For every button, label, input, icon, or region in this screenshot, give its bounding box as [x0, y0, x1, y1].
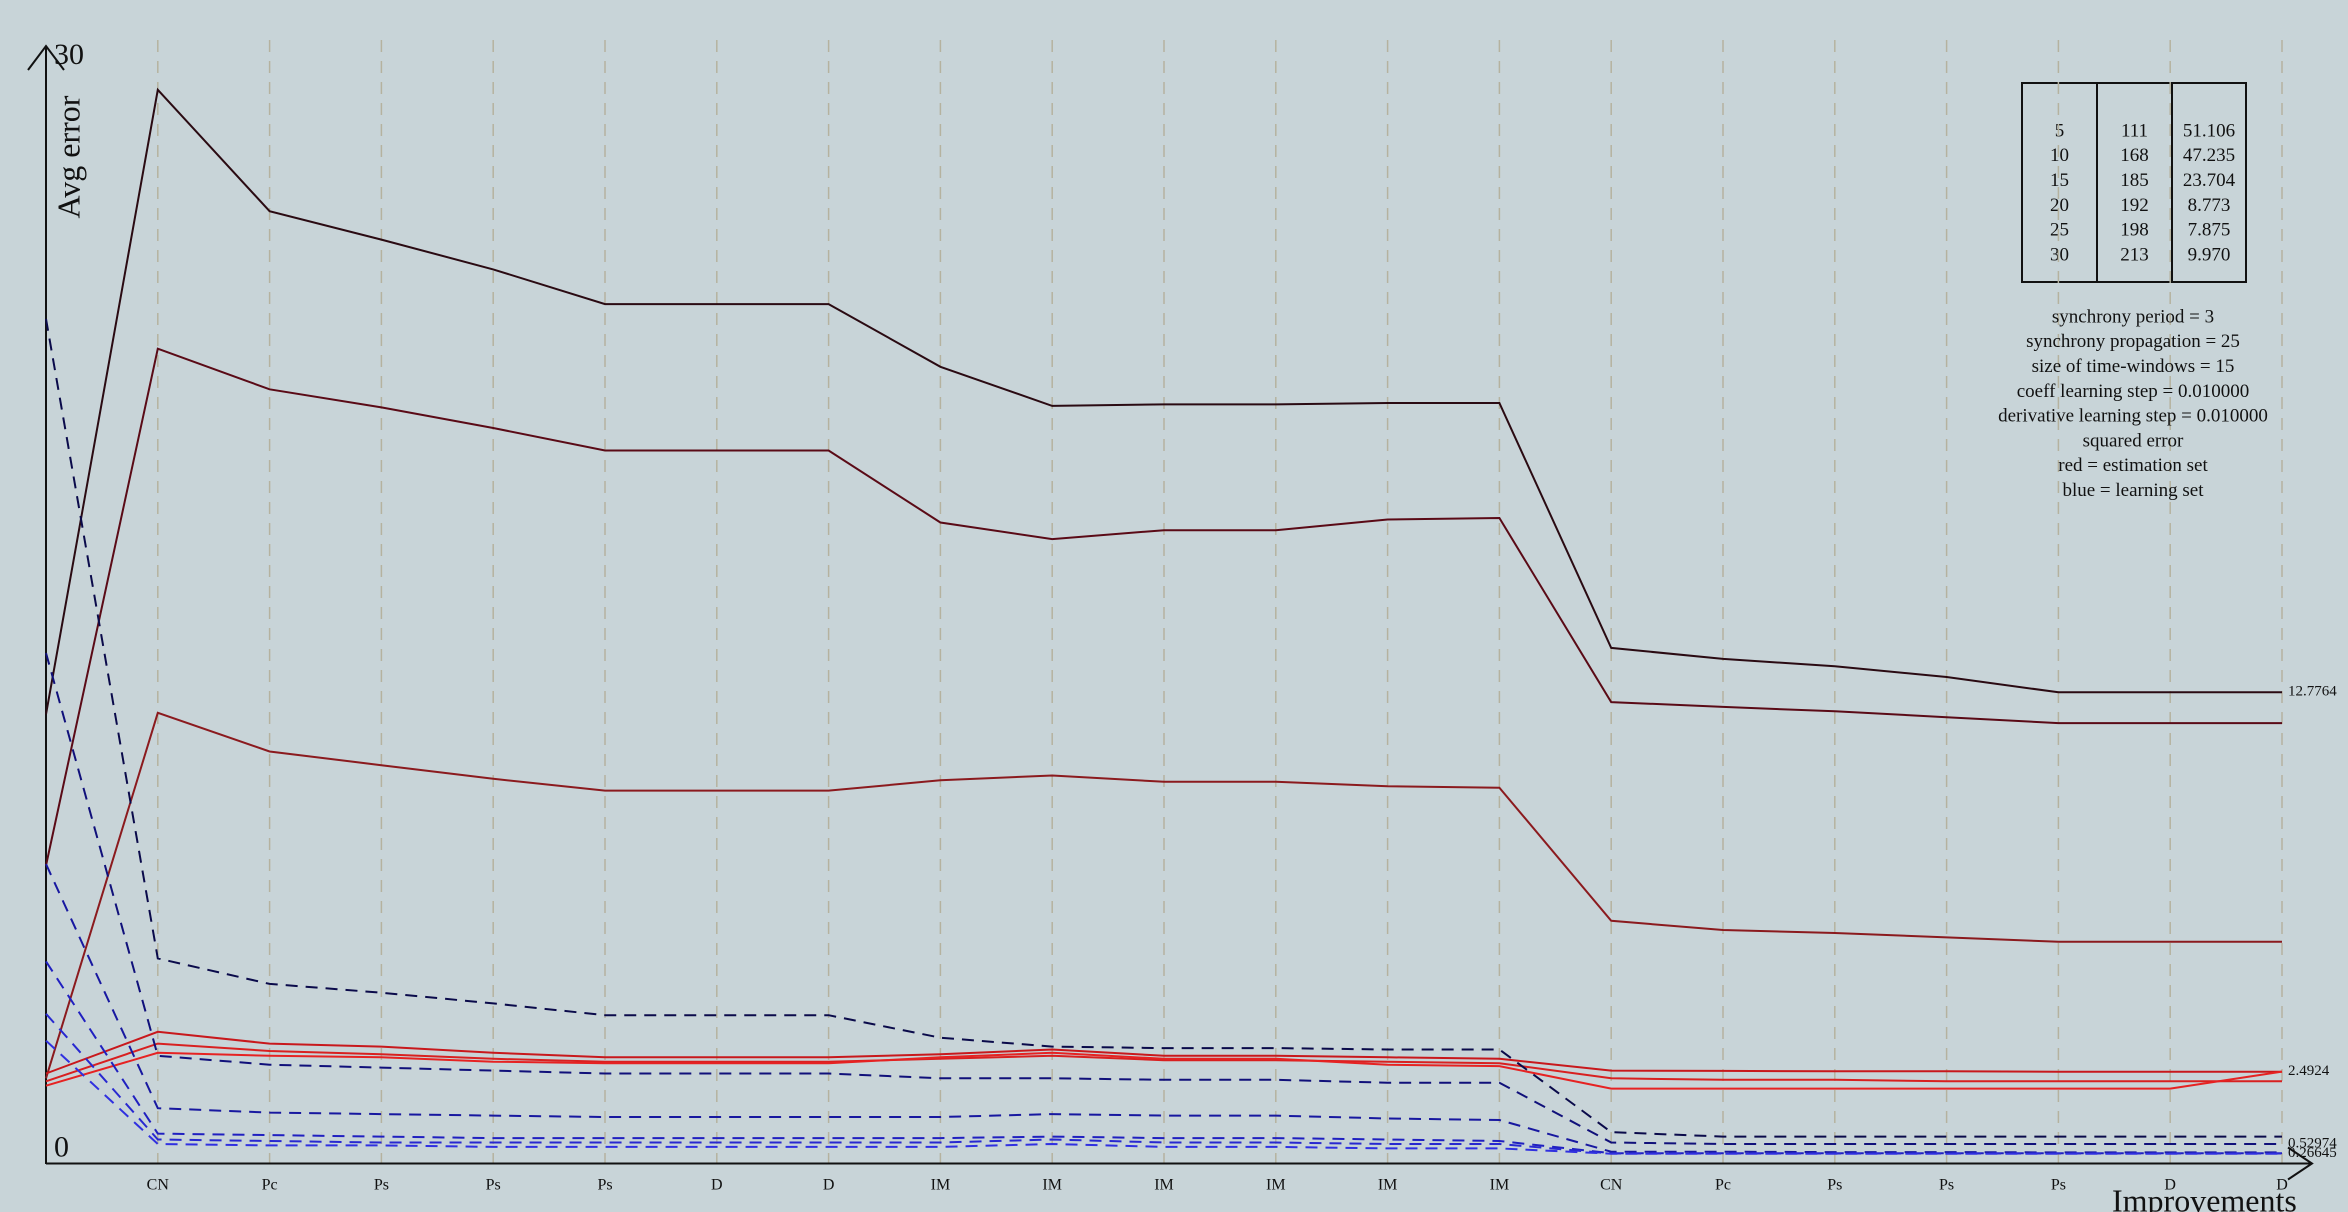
table-cell: 10	[2050, 145, 2069, 166]
x-tick-label: Ps	[1827, 1177, 1842, 1194]
x-tick-label: Pc	[1715, 1177, 1731, 1194]
table-cell: 7.875	[2188, 220, 2231, 241]
note: size of time-windows = 15	[2032, 356, 2235, 377]
table-cell: 51.106	[2183, 120, 2235, 141]
x-tick-label: Ps	[2051, 1177, 2066, 1194]
note: synchrony period = 3	[2052, 306, 2214, 327]
note: derivative learning step = 0.010000	[1998, 406, 2268, 427]
y-tick-label: 30	[54, 38, 84, 71]
table-cell: 192	[2120, 195, 2149, 216]
line	[45, 1051, 2283, 1090]
x-tick-label: Ps	[486, 1177, 501, 1194]
dashed-line	[45, 318, 2282, 1138]
x-tick-label: IM	[1490, 1177, 1510, 1194]
table-cell: 185	[2120, 170, 2149, 191]
note: coeff learning step = 0.010000	[2017, 381, 2250, 402]
y-axis-arrow	[27, 44, 65, 71]
table-cell: 111	[2121, 120, 2148, 141]
table-border	[2021, 82, 2247, 283]
table-cell: 9.970	[2188, 244, 2231, 265]
x-tick-label: IM	[1266, 1177, 1286, 1194]
note: red = estimation set	[2058, 455, 2208, 476]
x-tick-label: CN	[1600, 1177, 1623, 1194]
line	[45, 87, 2282, 715]
x-tick-label: CN	[147, 1177, 170, 1194]
x-axis-arrow	[2287, 1146, 2314, 1181]
line	[45, 347, 2282, 866]
note: blue = learning set	[2062, 480, 2204, 501]
x-tick-label: D	[2164, 1177, 2176, 1194]
line	[45, 1042, 2282, 1083]
line	[45, 1030, 2282, 1075]
x-tick-label: IM	[1154, 1177, 1174, 1194]
x-tick-label: Pc	[262, 1177, 278, 1194]
table-cell: 20	[2050, 195, 2069, 216]
table-cell: 213	[2120, 244, 2149, 265]
line	[45, 711, 2282, 1079]
table-cell: 168	[2120, 145, 2149, 166]
table-cell: 23.704	[2183, 170, 2236, 191]
x-tick-label: D	[711, 1177, 723, 1194]
dashed-line	[45, 652, 2282, 1145]
x-tick-label: Ps	[374, 1177, 389, 1194]
table-cell: 15	[2050, 170, 2069, 191]
table-cell: 5	[2055, 120, 2065, 141]
table-cell: 8.773	[2188, 195, 2231, 216]
table-cell: 25	[2050, 220, 2069, 241]
y-axis-title: Avg error	[50, 95, 86, 218]
x-tick-label: Ps	[1939, 1177, 1954, 1194]
table-cell: 47.235	[2183, 145, 2235, 166]
x-tick-label: IM	[931, 1177, 951, 1194]
dashed-line	[45, 960, 2282, 1155]
table-cell: 198	[2120, 220, 2149, 241]
x-tick-label: Ps	[597, 1177, 612, 1194]
table: 5 111 51.106 10 168 47.235 15 185 23.704 20 192 8.7…	[2021, 82, 2247, 283]
end-value-label: 12.7764	[2288, 684, 2337, 700]
x-axis-title: Improvements	[2112, 1182, 2297, 1212]
table-cell: 30	[2050, 244, 2069, 265]
note: synchrony propagation = 25	[2026, 331, 2240, 352]
end-value-label: 0.52974	[2288, 1135, 2337, 1151]
note: squared error	[2083, 430, 2184, 451]
end-value-label: 2.4924	[2288, 1063, 2330, 1079]
dashed-line	[45, 1039, 2282, 1155]
x-tick-label: D	[2276, 1177, 2288, 1194]
x-tick-label: IM	[1378, 1177, 1398, 1194]
end-value-label: 0.26645	[2288, 1145, 2337, 1161]
y-tick-label: 0	[54, 1130, 69, 1163]
x-tick-label: D	[823, 1177, 835, 1194]
x-tick-label: IM	[1042, 1177, 1062, 1194]
dashed-line	[45, 863, 2282, 1154]
